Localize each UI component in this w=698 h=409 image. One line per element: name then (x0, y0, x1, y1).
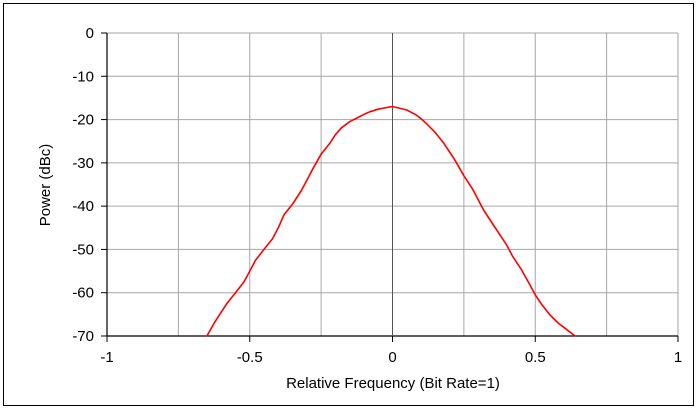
y-tick-label: -20 (72, 112, 94, 129)
y-tick-label: -40 (72, 198, 94, 215)
y-tick-label: -10 (72, 68, 94, 85)
y-axis-title: Power (dBc) (37, 144, 54, 227)
x-tick-label: 0.5 (525, 349, 546, 366)
series-line (206, 105, 577, 337)
y-tick-label: -60 (72, 285, 94, 302)
y-axis-tick-labels: 0 -10 -20 -30 -40 -50 -60 -70 (72, 25, 94, 345)
y-tick-label: -50 (72, 241, 94, 258)
chart-frame (3, 3, 694, 406)
y-tick-label: -30 (72, 155, 94, 172)
y-tick-label: -70 (72, 328, 94, 345)
plot-area-border (101, 32, 679, 342)
y-tick-label: 0 (86, 25, 94, 42)
x-axis-title: Relative Frequency (Bit Rate=1) (286, 375, 500, 392)
x-tick-label: -0.5 (237, 349, 263, 366)
series-layer (206, 105, 577, 337)
x-tick-label: -1 (100, 349, 113, 366)
x-tick-label: 1 (674, 349, 682, 366)
x-tick-label: 0 (388, 349, 396, 366)
x-axis-tick-labels: -1 -0.5 0 0.5 1 (100, 349, 682, 366)
